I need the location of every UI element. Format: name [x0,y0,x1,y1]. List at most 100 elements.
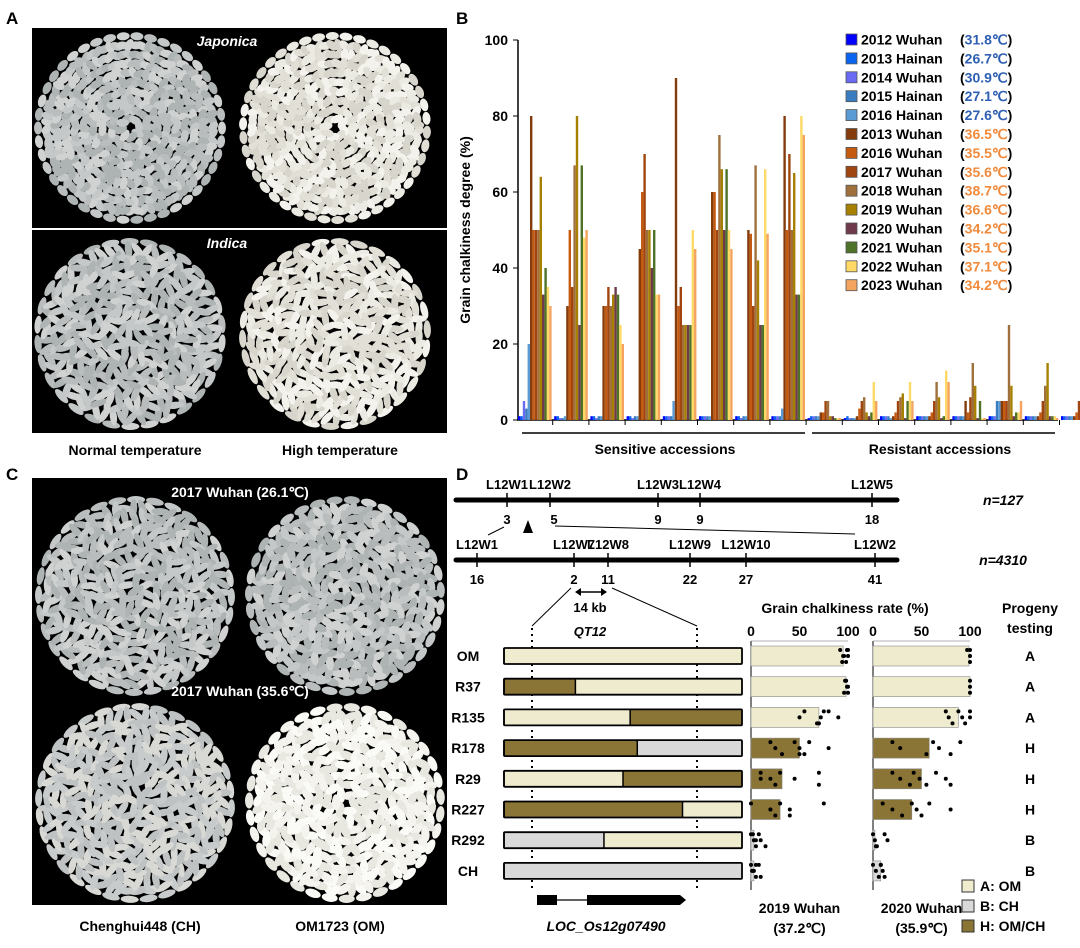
bar-2014-wuhan [957,416,960,420]
bar-2023-wuhan [983,418,986,420]
rice-grain [329,729,339,746]
rice-grain [122,299,133,317]
rice-grain [326,496,343,505]
rice-grain [339,648,351,663]
rice-grain [192,618,211,626]
bar-2013-hainan [1027,416,1030,420]
bar-2020-wuhan [614,287,617,420]
rice-grain [50,582,61,599]
rice-grain [84,796,93,815]
haplotype-segment-H [504,740,638,757]
rice-grain [208,161,218,174]
bar-2018-wuhan [682,325,685,420]
rice-grain [280,513,294,526]
bar-2016-wuhan [930,412,933,420]
bar-2017-wuhan [607,287,610,420]
data-point [882,832,887,837]
rice-grain [142,68,151,82]
legend-swatch [961,879,975,893]
haplotype-segment-A [504,709,631,726]
rice-grain [310,706,326,716]
data-point [780,752,784,757]
bar-2022-wuhan [981,418,984,420]
data-point [768,807,773,812]
rice-grain [164,502,182,513]
bar-2021-wuhan [978,401,982,420]
gene-name: LOC_Os12g07490 [546,918,665,934]
line-name: R178 [451,740,485,756]
rice-grain [245,157,255,171]
rice-grain [39,343,56,355]
rice-grain [297,861,311,874]
rice-grain [200,743,213,759]
recombinant-count: 11 [601,572,615,587]
legend-temperature: (36.5℃) [960,126,1012,142]
rice-grain [113,537,129,549]
rice-grain [122,794,140,805]
haplotype-segment-A [504,648,742,664]
zoom-line [554,525,856,535]
bar-2021-wuhan [580,165,583,420]
bar-2015-hainan [887,416,890,420]
rice-grain [134,807,143,826]
genotype-row: R292 B [451,831,1035,850]
rice-grain [244,90,253,104]
rice-grain [74,509,91,521]
bar-2019-wuhan [612,294,615,420]
data-point [898,776,903,781]
rice-grain [61,531,78,543]
rice-grain [162,680,180,691]
rice-grain [290,674,305,685]
rice-grain [274,607,284,623]
legend-temperature: (30.9℃) [960,69,1012,85]
rice-grain [213,820,225,838]
rice-grain [411,120,425,129]
resistant-accessions-label: Resistant accessions [869,441,1012,457]
rice-grain [49,173,59,186]
genotype-row: R178 H [451,739,1035,757]
rice-grain [343,317,358,332]
rice-grain [310,327,324,343]
rice-grain [338,302,351,317]
rice-grain [189,379,201,396]
rice-grain [355,665,368,679]
data-point [874,844,879,849]
bar-2015-hainan [525,408,528,420]
rice-grain [383,812,397,826]
rice-grain [94,248,109,262]
rice-grain [135,835,153,846]
temperature-value: 27.6℃ [965,107,1008,123]
rice-grain [425,595,439,608]
rice-grain [239,310,248,329]
rice-grain [142,812,159,824]
rice-grain [269,553,286,562]
rice-grain [372,680,388,690]
mean-bar [750,799,781,820]
rice-grain [307,625,316,642]
data-point [818,715,823,720]
bar-2012-wuhan [1061,416,1064,420]
rice-grain [262,261,277,276]
rice-grain [321,503,333,519]
rice-grain [129,250,141,267]
recombinant-count: 27 [739,572,753,587]
rice-grain [159,590,171,608]
rice-grain [84,606,99,620]
rice-grain [279,200,292,211]
rice-grain [137,573,156,582]
rice-grain [301,788,315,802]
rice-grain [383,197,395,208]
bar-2022-wuhan [1017,412,1020,420]
rice-grain [107,358,123,372]
rice-grain [340,844,353,857]
rice-grain [40,322,52,340]
rice-grain [174,850,186,867]
bar-2016-hainan [962,416,965,420]
rice-grain [182,98,196,107]
bar-2022-wuhan [583,237,586,420]
rice-grain [135,157,145,170]
rice-grain [378,756,393,769]
rice-grain [421,139,430,153]
locus-name: QT12 [574,624,607,639]
rice-grain [124,599,135,618]
